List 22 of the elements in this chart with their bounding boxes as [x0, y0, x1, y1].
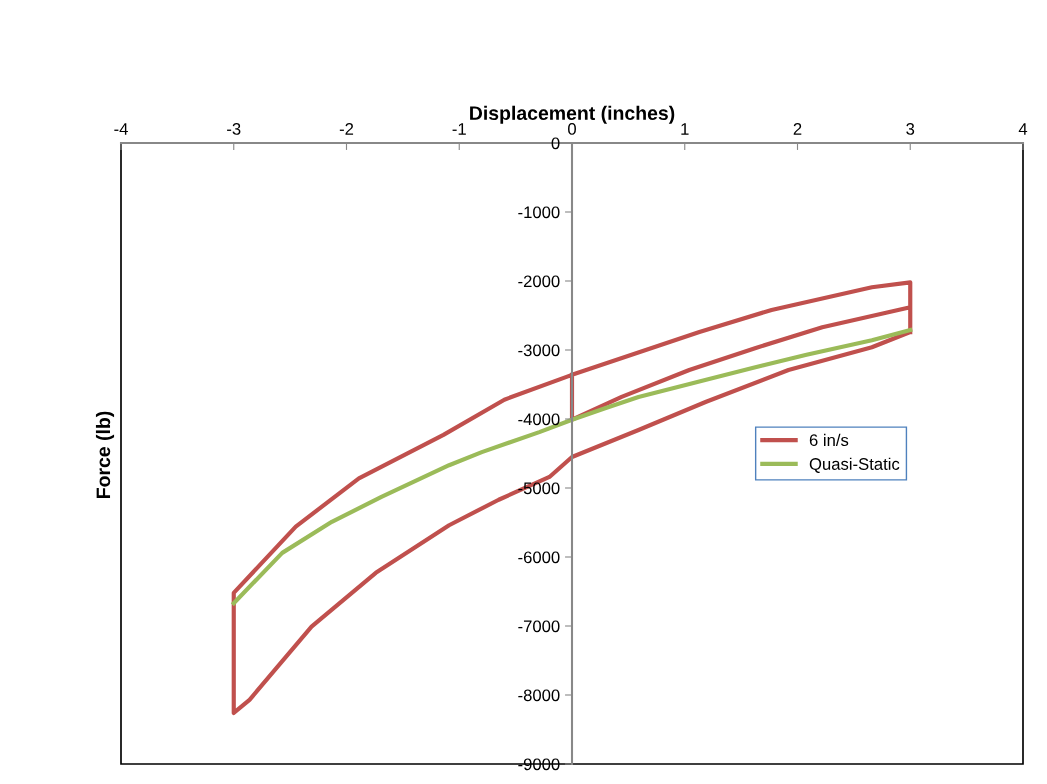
x-tick-label: 3: [906, 123, 915, 135]
y-tick-label: -6000: [518, 551, 560, 564]
x-tick-label: -4: [114, 123, 128, 135]
line-series: [231, 327, 913, 606]
y-tick-label: -7000: [518, 620, 560, 633]
y-tick-label: -1000: [518, 206, 560, 219]
y-tick-label: -2000: [518, 275, 560, 288]
x-axis-title: Displacement (inches): [470, 105, 675, 124]
legend-label: Quasi-Static: [809, 457, 900, 473]
x-tick-label: 1: [681, 123, 689, 135]
x-tick-label: 2: [793, 123, 802, 135]
y-axis-title: Force (lb): [95, 411, 115, 498]
x-tick-label: 0: [568, 123, 576, 135]
y-tick-label: 0: [551, 137, 560, 150]
y-tick-label: -8000: [518, 689, 560, 702]
y-tick-label: -4000: [518, 413, 560, 426]
x-tick-label: 4: [1018, 123, 1028, 135]
legend-label: 6 in/s: [809, 433, 849, 447]
x-tick-label: -1: [452, 123, 466, 135]
y-tick-label: -3000: [518, 344, 560, 357]
x-tick-label: -3: [227, 123, 241, 135]
x-tick-label: -2: [339, 123, 354, 135]
